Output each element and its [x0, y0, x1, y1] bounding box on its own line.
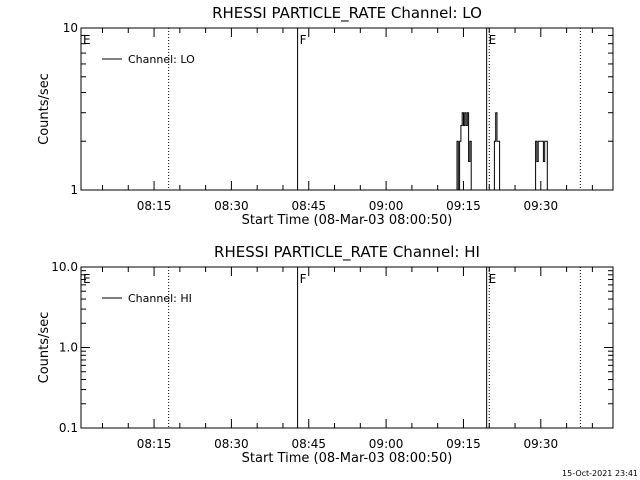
y-tick-label: 1 — [70, 183, 78, 197]
y-tick-label: 0.1 — [59, 421, 78, 435]
flag-marker-label: F — [300, 33, 307, 47]
x-tick-label: 09:30 — [524, 199, 559, 213]
data-series-line — [455, 112, 548, 191]
x-tick-label: 09:15 — [446, 199, 481, 213]
flag-marker-label: E — [83, 272, 91, 286]
y-axis-label: Counts/sec — [37, 312, 52, 384]
x-axis-label: Start Time (08-Mar-03 08:00:50) — [242, 213, 453, 228]
chart-panel: RHESSI PARTICLE_RATE Channel: HI 0.1 1.0 10… — [37, 243, 614, 466]
panels: RHESSI PARTICLE_RATE Channel: LO 1 10 08:15… — [37, 4, 614, 466]
y-tick-label: 10 — [63, 21, 78, 35]
x-tick-label: 09:30 — [524, 437, 559, 451]
x-tick-label: 08:15 — [137, 199, 172, 213]
x-tick-label: 08:15 — [137, 437, 172, 451]
chart-title: RHESSI PARTICLE_RATE Channel: HI — [214, 243, 480, 262]
flag-marker-label: F — [300, 272, 307, 286]
x-axis-label: Start Time (08-Mar-03 08:00:50) — [242, 451, 453, 466]
x-tick-label: 09:15 — [446, 437, 481, 451]
footer-timestamp: 15-Oct-2021 23:41 — [562, 469, 638, 478]
y-axis-label: Counts/sec — [37, 73, 52, 145]
x-tick-label: 08:45 — [291, 437, 326, 451]
chart-panel: RHESSI PARTICLE_RATE Channel: LO 1 10 08:15… — [37, 4, 614, 228]
y-tick-label: 10.0 — [51, 260, 78, 274]
flag-marker-label: E — [83, 33, 91, 47]
y-tick-label: 1.0 — [59, 341, 78, 355]
x-tick-label: 08:45 — [291, 199, 326, 213]
flag-marker-label: E — [489, 272, 497, 286]
flag-marker-label: E — [489, 33, 497, 47]
x-tick-label: 09:00 — [369, 437, 404, 451]
legend-label: Channel: HI — [128, 292, 192, 305]
x-tick-label: 08:30 — [214, 437, 249, 451]
x-tick-label: 08:30 — [214, 199, 249, 213]
legend-label: Channel: LO — [128, 53, 195, 66]
x-tick-label: 09:00 — [369, 199, 404, 213]
chart-title: RHESSI PARTICLE_RATE Channel: LO — [212, 4, 482, 23]
